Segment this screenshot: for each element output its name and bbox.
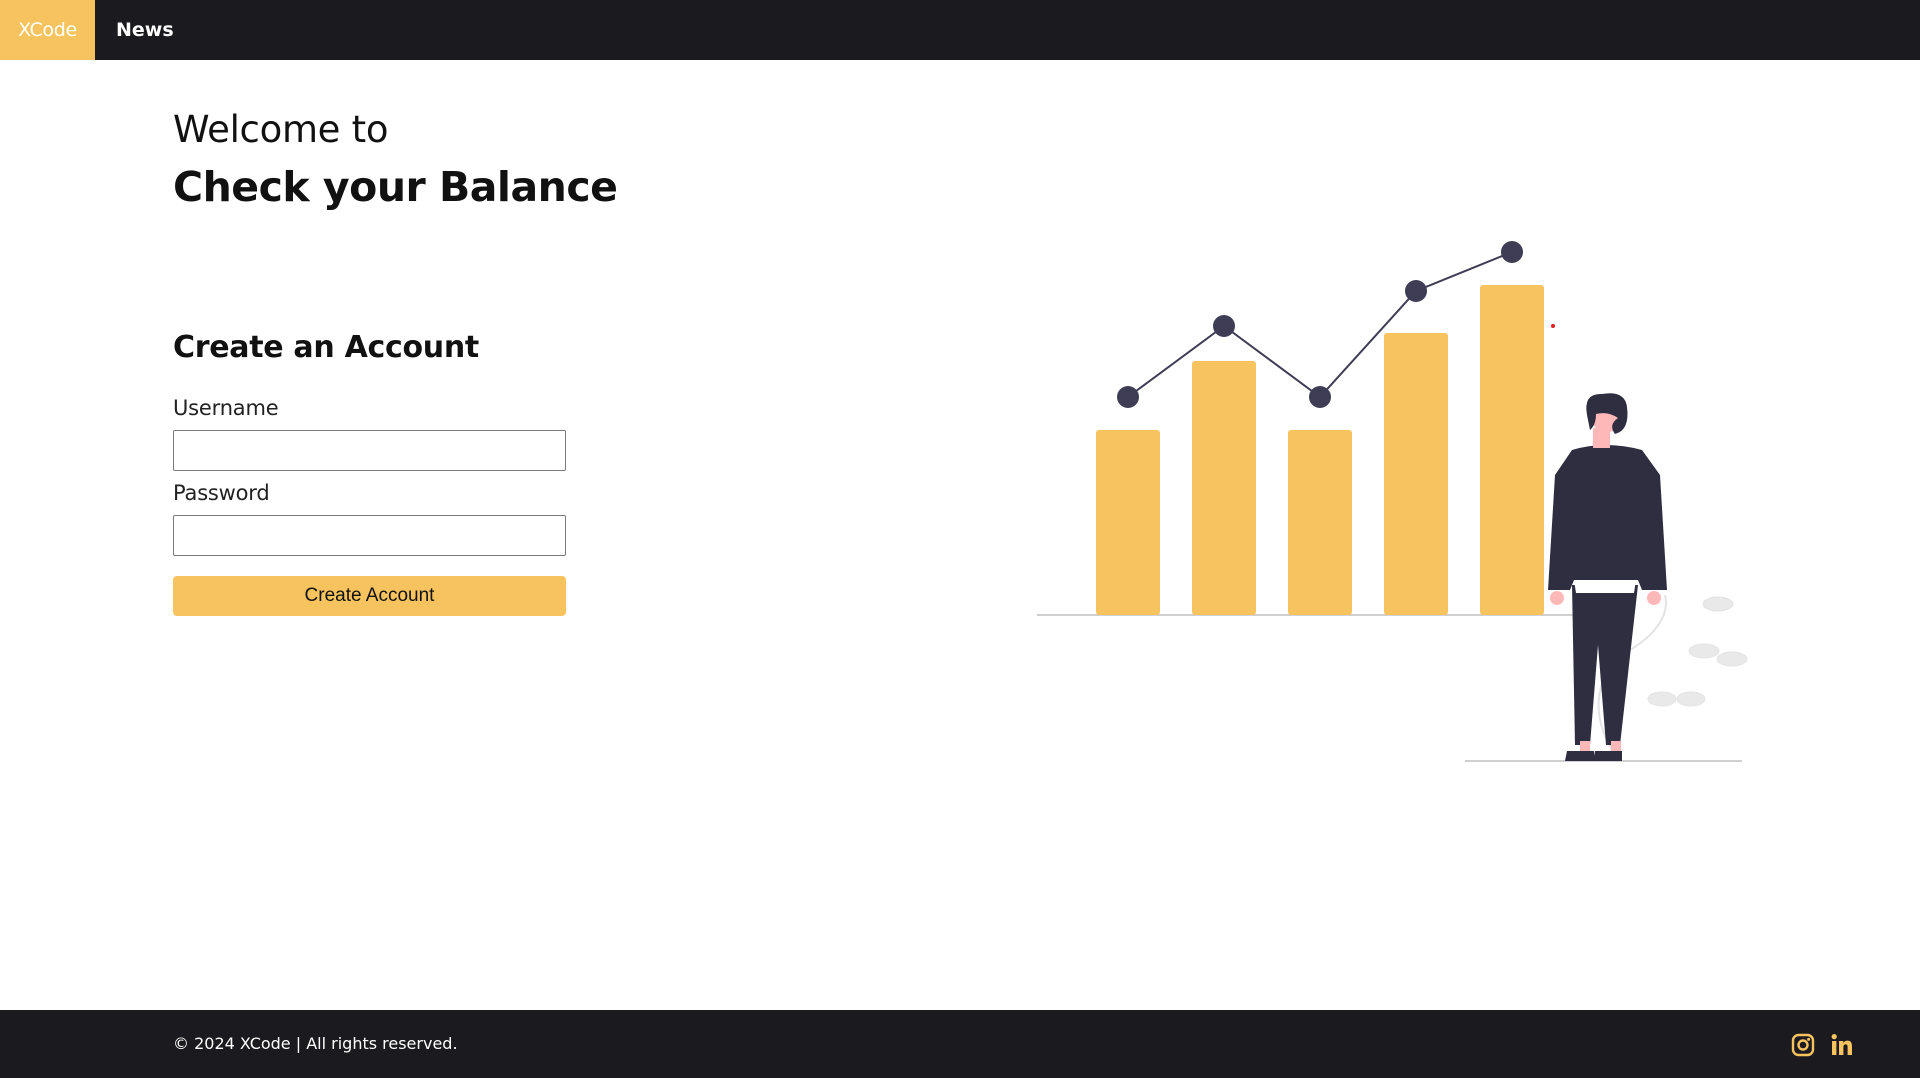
red-dot — [1551, 324, 1555, 328]
instagram-icon — [1791, 1033, 1815, 1057]
growth-chart-illustration — [1037, 241, 1748, 762]
navbar: XCode News — [0, 0, 1920, 60]
linkedin-icon — [1831, 1034, 1852, 1055]
username-label: Username — [173, 396, 279, 420]
bar-4 — [1384, 333, 1448, 615]
bar-5 — [1480, 285, 1544, 615]
password-input[interactable] — [173, 515, 566, 556]
footer: © 2024 XCode | All rights reserved. — [0, 1010, 1920, 1078]
trend-line — [1127, 251, 1513, 399]
trend-point-5 — [1501, 241, 1523, 263]
trend-point-3 — [1309, 386, 1331, 408]
trend-point-4 — [1405, 280, 1427, 302]
username-input[interactable] — [173, 430, 566, 471]
page-title: Check your Balance — [173, 163, 618, 211]
plant-decoration — [1597, 594, 1748, 761]
copyright-text: © 2024 XCode | All rights reserved. — [173, 1034, 458, 1053]
nav-link-news[interactable]: News — [116, 19, 174, 41]
trend-point-2 — [1213, 315, 1235, 337]
password-label: Password — [173, 481, 270, 505]
bar-3 — [1288, 430, 1352, 615]
trend-point-1 — [1117, 386, 1139, 408]
bar-1 — [1096, 430, 1160, 615]
form-title: Create an Account — [173, 330, 479, 365]
bar-2 — [1192, 361, 1256, 615]
linkedin-link[interactable] — [1829, 1032, 1855, 1058]
create-account-button[interactable]: Create Account — [173, 576, 566, 616]
person-figure — [1548, 393, 1667, 761]
welcome-heading: Welcome to — [173, 108, 389, 151]
brand-link[interactable]: XCode — [0, 0, 95, 60]
instagram-link[interactable] — [1790, 1032, 1816, 1058]
